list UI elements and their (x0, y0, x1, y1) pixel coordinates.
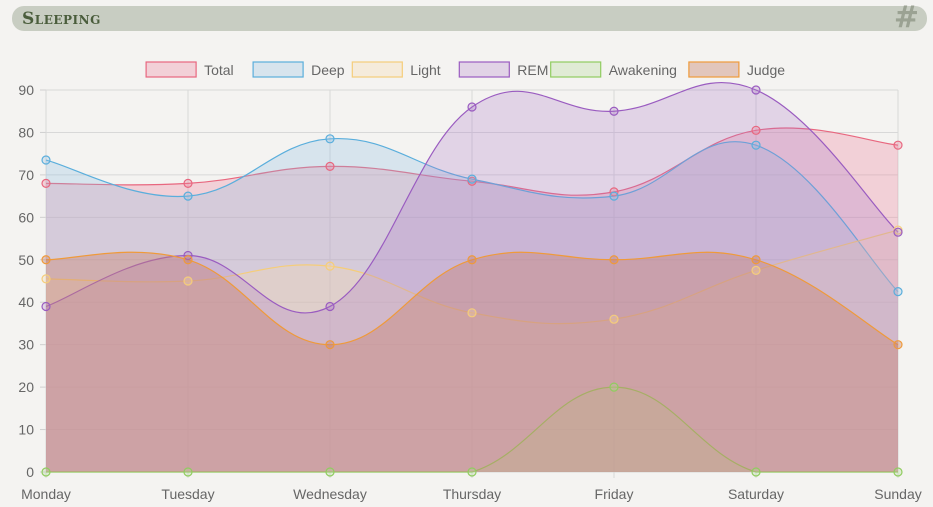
legend-swatch-rem (458, 61, 510, 78)
x-tick-label: Wednesday (293, 486, 367, 502)
points (41, 85, 903, 477)
x-tick-label: Thursday (443, 486, 501, 502)
data-point-awakening (467, 467, 477, 477)
axis-labels: 0 10 20 30 40 50 60 70 80 90 Monday Tuesday Wednesda… (18, 82, 921, 502)
data-point-total (325, 161, 335, 171)
grid (40, 89, 899, 478)
x-tick-label: Sunday (874, 486, 921, 502)
series-area-light (46, 230, 898, 472)
y-tick-label: 30 (18, 337, 34, 353)
y-tick-label: 80 (18, 124, 34, 140)
legend-label-total: Total (204, 62, 234, 78)
data-point-awakening (893, 467, 903, 477)
legend-swatch-judge (688, 61, 740, 78)
series-area-judge (46, 252, 898, 472)
data-point-deep (609, 191, 619, 201)
data-point-awakening (325, 467, 335, 477)
data-point-light (183, 276, 193, 286)
legend-label-judge: Judge (747, 62, 785, 78)
y-tick-label: 90 (18, 82, 34, 98)
x-tick-label: Saturday (728, 486, 784, 502)
data-point-deep (325, 134, 335, 144)
data-point-rem (467, 102, 477, 112)
data-point-awakening (609, 382, 619, 392)
legend-label-deep: Deep (311, 62, 345, 78)
data-point-awakening (41, 467, 51, 477)
legend: Total Deep Light REM Awakening Judge (145, 61, 785, 78)
data-point-rem (751, 85, 761, 95)
data-point-deep (893, 287, 903, 297)
areas (45, 81, 899, 473)
y-tick-label: 70 (18, 167, 34, 183)
series-area-awakening (46, 387, 898, 472)
legend-swatch-awakening (550, 61, 602, 78)
data-point-light (325, 261, 335, 271)
data-point-total (41, 178, 51, 188)
series-line-total (45, 127, 899, 196)
y-tick-label: 0 (26, 464, 34, 480)
series-line-light (45, 229, 899, 325)
data-point-judge (183, 255, 193, 265)
x-tick-label: Friday (595, 486, 634, 502)
y-tick-label: 50 (18, 252, 34, 268)
series-line-awakening (46, 386, 898, 473)
data-point-total (893, 140, 903, 150)
legend-swatch-light (351, 61, 403, 78)
data-point-deep (751, 140, 761, 150)
data-point-judge (609, 255, 619, 265)
section-header: Sleeping # (12, 0, 927, 35)
data-point-total (183, 178, 193, 188)
data-point-judge (325, 340, 335, 350)
series-area-total (46, 127, 898, 472)
section-title: Sleeping (22, 9, 101, 29)
data-point-light (41, 274, 51, 284)
data-point-deep (467, 174, 477, 184)
data-point-judge (467, 255, 477, 265)
legend-swatch-deep (252, 61, 304, 78)
y-tick-label: 40 (18, 294, 34, 310)
data-point-light (609, 314, 619, 324)
data-point-rem (41, 301, 51, 312)
y-tick-label: 60 (18, 209, 34, 225)
data-point-rem (893, 227, 903, 237)
hash-icon[interactable]: # (893, 0, 919, 35)
y-tick-label: 10 (18, 422, 34, 438)
x-tick-label: Tuesday (161, 486, 214, 502)
data-point-light (751, 265, 761, 275)
data-point-judge (41, 255, 51, 265)
data-point-total (751, 125, 761, 135)
data-point-light (467, 308, 477, 318)
legend-label-awakening: Awakening (609, 62, 677, 78)
legend-label-light: Light (410, 62, 440, 78)
data-point-deep (41, 155, 51, 165)
legend-swatch-total (145, 61, 197, 78)
x-tick-label: Monday (21, 486, 71, 502)
data-point-rem (609, 106, 619, 116)
data-point-deep (183, 191, 193, 201)
data-point-rem (325, 301, 335, 312)
series-area-deep (46, 138, 898, 472)
data-point-awakening (751, 467, 761, 477)
data-point-awakening (183, 467, 193, 477)
legend-label-rem: REM (517, 62, 548, 78)
series-area-rem (46, 82, 898, 472)
series-line-rem (45, 81, 899, 314)
data-point-judge (751, 255, 761, 265)
data-point-judge (893, 340, 903, 350)
y-tick-label: 20 (18, 379, 34, 395)
